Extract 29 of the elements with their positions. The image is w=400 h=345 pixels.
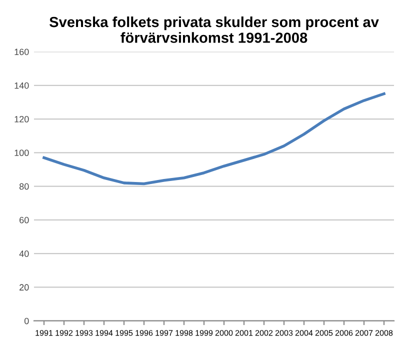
x-tick-label: 2003 [275, 330, 293, 336]
y-tick-label: 0 [24, 318, 29, 324]
x-tick-label: 1993 [76, 330, 93, 336]
x-tick-label: 1994 [96, 330, 113, 336]
y-tick-label: 100 [14, 150, 29, 156]
x-tick-label: 1996 [136, 330, 153, 336]
x-tick-label: 2004 [295, 330, 313, 336]
y-tick-label: 20 [20, 284, 29, 291]
x-tick-label: 1999 [196, 330, 213, 336]
x-tick-label: 1992 [56, 330, 73, 336]
x-tick-label: 1991 [36, 330, 53, 336]
x-tick-label: 1995 [116, 330, 133, 336]
y-tick-label: 140 [14, 82, 29, 89]
x-tick-label: 2006 [335, 330, 353, 336]
chart-title: Svenska folkets privata skulder som procent av förvärvsinkomst 1991-2008 [49, 16, 379, 43]
x-tick-label: 1998 [176, 330, 193, 336]
x-tick-label: 2002 [255, 330, 273, 336]
y-tick-label: 80 [19, 183, 29, 190]
x-tick-label: 2000 [215, 330, 233, 336]
x-tick-label: 1997 [156, 330, 173, 336]
line-series [42, 92, 386, 186]
y-tick-label: 160 [14, 48, 29, 56]
x-tick-label: 2001 [235, 330, 253, 336]
y-tick-label: 40 [19, 250, 29, 257]
x-tick-label: 2005 [315, 330, 333, 336]
y-tick-label: 60 [20, 216, 29, 224]
y-tick-label: 120 [14, 116, 29, 122]
x-tick-label: 2007 [355, 330, 373, 336]
x-tick-label: 2008 [375, 330, 393, 336]
